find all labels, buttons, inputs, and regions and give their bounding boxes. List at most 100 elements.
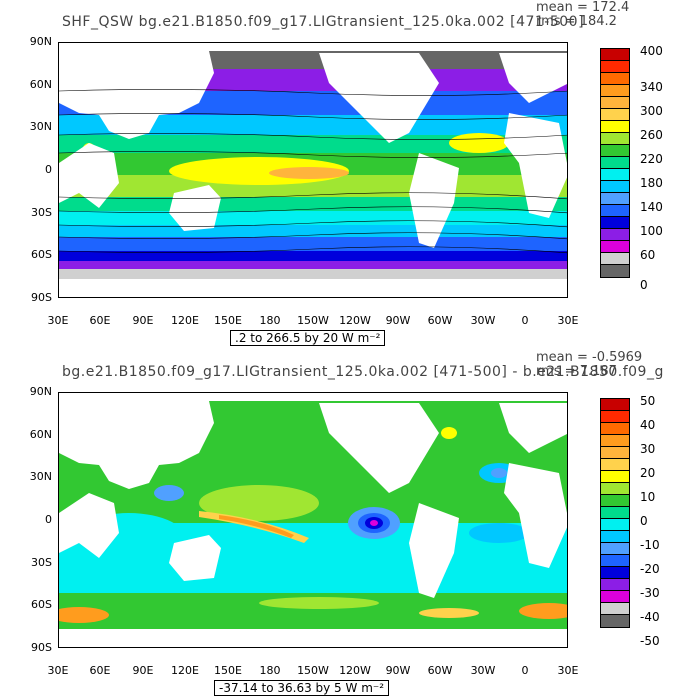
colorbar-swatch bbox=[601, 579, 629, 591]
colorbar-label: 20 bbox=[640, 466, 656, 480]
colorbar-swatch bbox=[601, 459, 629, 471]
colorbar-swatch bbox=[601, 615, 629, 627]
panel1-colorbar bbox=[600, 48, 630, 278]
panel-difference: bg.e21.B1850.f09_g17.LIGtransient_125.0k… bbox=[0, 350, 700, 700]
colorbar-swatch bbox=[601, 543, 629, 555]
colorbar-swatch bbox=[601, 435, 629, 447]
panel1-ytick: 90N bbox=[29, 35, 52, 48]
colorbar-label: 10 bbox=[640, 490, 656, 504]
colorbar-swatch bbox=[601, 181, 629, 193]
panel1-ytick: 60N bbox=[29, 78, 52, 91]
colorbar-swatch bbox=[601, 85, 629, 97]
panel1-xtick: 180 bbox=[259, 314, 281, 327]
colorbar-label: -20 bbox=[640, 562, 660, 576]
panel2-xtick: 0 bbox=[521, 664, 529, 677]
colorbar-swatch bbox=[601, 73, 629, 85]
panel2-rms: rms = 7.187 bbox=[536, 364, 617, 379]
colorbar-swatch bbox=[601, 603, 629, 615]
panel1-ytick: 90S bbox=[31, 291, 52, 304]
colorbar-label: 300 bbox=[640, 104, 663, 118]
panel1-xtick: 30W bbox=[470, 314, 496, 327]
panel2-ytick: 0 bbox=[45, 513, 52, 526]
colorbar-label: 100 bbox=[640, 224, 663, 238]
colorbar-swatch bbox=[601, 483, 629, 495]
colorbar-swatch bbox=[601, 169, 629, 181]
panel1-map bbox=[58, 42, 568, 298]
colorbar-label: 0 bbox=[640, 514, 648, 528]
panel2-xtick: 60E bbox=[89, 664, 111, 677]
colorbar-label: 220 bbox=[640, 152, 663, 166]
colorbar-label: -40 bbox=[640, 610, 660, 624]
panel1-ytick: 30S bbox=[31, 206, 52, 219]
panel2-map bbox=[58, 392, 568, 648]
colorbar-swatch bbox=[601, 399, 629, 411]
colorbar-swatch bbox=[601, 157, 629, 169]
panel2-xtick: 120W bbox=[339, 664, 371, 677]
colorbar-swatch bbox=[601, 591, 629, 603]
colorbar-swatch bbox=[601, 555, 629, 567]
panel2-ytick: 30S bbox=[31, 556, 52, 569]
panel2-ytick: 90S bbox=[31, 641, 52, 654]
panel2-ytick: 90N bbox=[29, 385, 52, 398]
panel1-xtick: 60W bbox=[427, 314, 453, 327]
colorbar-swatch bbox=[601, 253, 629, 265]
panel2-xtick: 90E bbox=[132, 664, 154, 677]
panel-shf-qsw: SHF_QSW bg.e21.B1850.f09_g17.LIGtransien… bbox=[29, 0, 663, 346]
panel1-title: SHF_QSW bg.e21.B1850.f09_g17.LIGtransien… bbox=[62, 14, 585, 30]
colorbar-swatch bbox=[601, 205, 629, 217]
colorbar-swatch bbox=[601, 495, 629, 507]
colorbar-label: 40 bbox=[640, 418, 656, 432]
panel1-range-label: .2 to 266.5 by 20 W m⁻² bbox=[230, 330, 386, 346]
colorbar-swatch bbox=[601, 507, 629, 519]
panel2-range-label: -37.14 to 36.63 by 5 W m⁻² bbox=[214, 680, 390, 696]
colorbar-swatch bbox=[601, 217, 629, 229]
panel2-xtick: 150E bbox=[214, 664, 242, 677]
panel2-title: bg.e21.B1850.f09_g17.LIGtransient_125.0k… bbox=[62, 364, 664, 380]
colorbar-swatch bbox=[601, 61, 629, 73]
colorbar-label: 400 bbox=[640, 44, 663, 58]
panel2-xtick: 30E bbox=[47, 664, 69, 677]
colorbar-label: -50 bbox=[640, 634, 660, 648]
panel2-xtick: 120E bbox=[171, 664, 199, 677]
colorbar-swatch bbox=[601, 133, 629, 145]
panel1-xtick: 30E bbox=[557, 314, 579, 327]
panel1-mean: mean = 172.4 bbox=[536, 0, 630, 15]
panel2-ytick: 30N bbox=[29, 470, 52, 483]
colorbar-label: 0 bbox=[640, 278, 648, 292]
panel1-xtick: 150W bbox=[297, 314, 329, 327]
colorbar-swatch bbox=[601, 241, 629, 253]
panel1-xtick: 120E bbox=[171, 314, 199, 327]
colorbar-swatch bbox=[601, 519, 629, 531]
colorbar-label: 340 bbox=[640, 80, 663, 94]
panel1-xtick: 30E bbox=[47, 314, 69, 327]
colorbar-label: 260 bbox=[640, 128, 663, 142]
panel1-rms: rms = 184.2 bbox=[536, 14, 617, 29]
colorbar-label: 60 bbox=[640, 248, 656, 262]
panel1-xtick: 90W bbox=[385, 314, 411, 327]
colorbar-swatch bbox=[601, 265, 629, 277]
colorbar-swatch bbox=[601, 229, 629, 241]
colorbar-swatch bbox=[601, 531, 629, 543]
colorbar-label: 30 bbox=[640, 442, 656, 456]
colorbar-swatch bbox=[601, 411, 629, 423]
colorbar-swatch bbox=[601, 567, 629, 579]
colorbar-label: -10 bbox=[640, 538, 660, 552]
panel2-xtick: 180 bbox=[259, 664, 281, 677]
colorbar-label: -30 bbox=[640, 586, 660, 600]
colorbar-swatch bbox=[601, 471, 629, 483]
panel2-colorbar bbox=[600, 398, 630, 628]
panel2-xtick: 90W bbox=[385, 664, 411, 677]
colorbar-swatch bbox=[601, 447, 629, 459]
panel1-xtick: 0 bbox=[521, 314, 529, 327]
panel1-xtick: 120W bbox=[339, 314, 371, 327]
panel1-xtick: 150E bbox=[214, 314, 242, 327]
panel2-xtick: 30W bbox=[470, 664, 496, 677]
panel1-ytick: 30N bbox=[29, 120, 52, 133]
panel1-ytick: 0 bbox=[45, 163, 52, 176]
colorbar-swatch bbox=[601, 145, 629, 157]
colorbar-swatch bbox=[601, 49, 629, 61]
panel2-xtick: 30E bbox=[557, 664, 579, 677]
colorbar-swatch bbox=[601, 423, 629, 435]
colorbar-swatch bbox=[601, 109, 629, 121]
panel2-xtick: 150W bbox=[297, 664, 329, 677]
